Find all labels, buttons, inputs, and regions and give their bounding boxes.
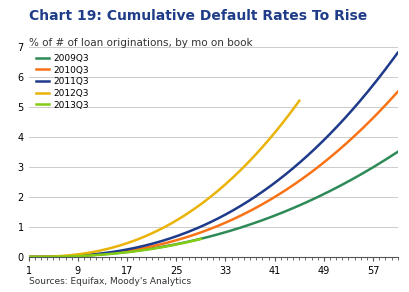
- 2012Q3: [296, 99, 301, 102]
- 2011Q3: [27, 255, 32, 259]
- Line: 2012Q3: 2012Q3: [29, 101, 299, 257]
- 2009Q3: [394, 150, 399, 154]
- 2011Q3: [360, 95, 365, 99]
- 2013Q3: [27, 255, 31, 259]
- 2009Q3: [360, 171, 365, 175]
- 2013Q3: [128, 250, 133, 253]
- 2009Q3: [244, 224, 249, 227]
- 2012Q3: [191, 207, 196, 211]
- Text: Chart 19: Cumulative Default Rates To Rise: Chart 19: Cumulative Default Rates To Ri…: [29, 9, 366, 23]
- 2010Q3: [27, 255, 32, 259]
- 2009Q3: [252, 221, 256, 225]
- 2009Q3: [337, 184, 342, 188]
- Line: 2009Q3: 2009Q3: [29, 152, 397, 257]
- Line: 2010Q3: 2010Q3: [29, 92, 397, 257]
- 2012Q3: [27, 255, 32, 259]
- Text: Sources: Equifax, Moody's Analytics: Sources: Equifax, Moody's Analytics: [29, 277, 190, 286]
- 2010Q3: [244, 211, 249, 214]
- Line: 2011Q3: 2011Q3: [29, 53, 397, 257]
- 2013Q3: [26, 255, 31, 259]
- 2009Q3: [27, 255, 32, 259]
- 2013Q3: [182, 241, 187, 244]
- 2011Q3: [394, 51, 399, 55]
- 2011Q3: [26, 255, 31, 259]
- Line: 2013Q3: 2013Q3: [29, 239, 200, 257]
- 2009Q3: [26, 255, 31, 259]
- Legend: 2009Q3, 2010Q3, 2011Q3, 2012Q3, 2013Q3: 2009Q3, 2010Q3, 2011Q3, 2012Q3, 2013Q3: [33, 51, 91, 112]
- 2012Q3: [254, 152, 258, 155]
- 2013Q3: [171, 243, 176, 247]
- 2010Q3: [26, 255, 31, 259]
- 2012Q3: [186, 211, 191, 214]
- 2010Q3: [245, 210, 250, 213]
- 2012Q3: [26, 255, 31, 259]
- 2010Q3: [337, 147, 342, 151]
- 2011Q3: [337, 122, 342, 126]
- 2010Q3: [252, 207, 256, 210]
- 2010Q3: [360, 126, 365, 130]
- 2013Q3: [131, 250, 136, 253]
- Text: % of # of loan originations, by mo on book: % of # of loan originations, by mo on bo…: [29, 38, 252, 48]
- 2013Q3: [198, 237, 203, 241]
- 2011Q3: [245, 199, 250, 203]
- 2013Q3: [128, 250, 133, 253]
- 2012Q3: [271, 132, 276, 135]
- 2010Q3: [394, 90, 399, 93]
- 2011Q3: [252, 195, 256, 199]
- 2012Q3: [187, 210, 192, 214]
- 2011Q3: [244, 200, 249, 204]
- 2009Q3: [245, 223, 250, 227]
